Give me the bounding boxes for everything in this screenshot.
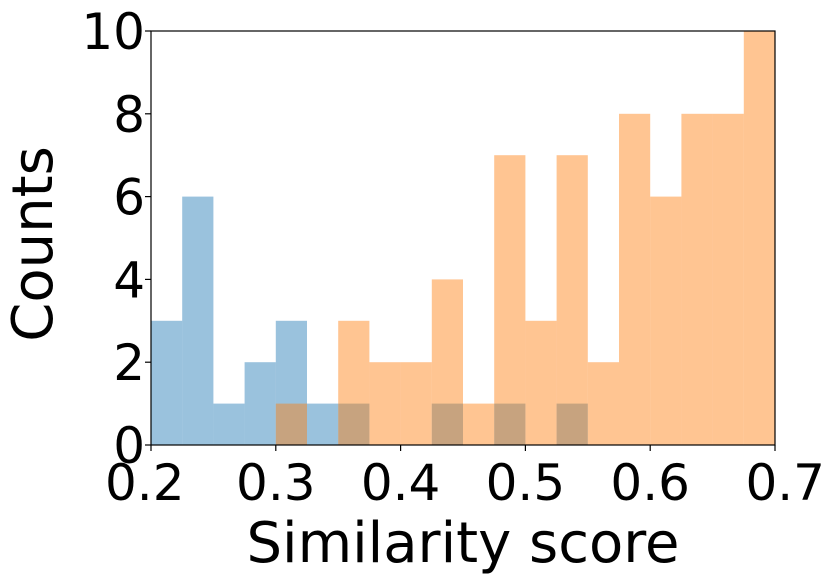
y-tick-label: 2 bbox=[113, 334, 145, 392]
histogram-bar-series2-1 bbox=[338, 320, 370, 445]
histogram-bar-series1-1 bbox=[182, 196, 214, 445]
histogram-bar-series1-3 bbox=[244, 362, 276, 445]
x-axis: 0.2 0.3 0.4 0.5 0.6 0.7 bbox=[105, 445, 825, 512]
histogram-bar-series2-2 bbox=[369, 362, 401, 445]
x-axis-title: Similarity score bbox=[246, 511, 679, 576]
histogram-bar-series1-2 bbox=[213, 403, 245, 445]
histogram-bar-series2-6 bbox=[494, 155, 526, 445]
histogram-bar-series2-8 bbox=[556, 155, 588, 445]
histogram-bar-series2-3 bbox=[400, 362, 432, 445]
histogram-bar-series1-7 bbox=[431, 403, 463, 445]
histogram-bar-series2-4 bbox=[431, 279, 463, 445]
histogram-bar-series2-0 bbox=[275, 403, 307, 445]
bars-layer bbox=[151, 31, 775, 446]
x-tick-label: 0.7 bbox=[745, 454, 825, 512]
x-tick-label: 0.2 bbox=[105, 454, 185, 512]
x-tick-label: 0.3 bbox=[236, 454, 316, 512]
histogram-bar-series2-7 bbox=[525, 320, 557, 445]
y-tick-label: 8 bbox=[113, 86, 145, 144]
histogram-bar-series2-13 bbox=[712, 113, 744, 446]
y-axis-title: Counts bbox=[1, 146, 66, 341]
histogram-bar-series1-8 bbox=[494, 403, 526, 445]
x-tick-label: 0.6 bbox=[610, 454, 690, 512]
histogram-bar-series2-11 bbox=[650, 196, 682, 445]
y-tick-label: 6 bbox=[113, 169, 145, 227]
histogram-bar-series2-10 bbox=[619, 113, 651, 446]
plot-frame bbox=[150, 30, 776, 446]
histogram-bar-series1-6 bbox=[338, 403, 370, 445]
y-axis: 0 2 4 6 8 10 bbox=[81, 3, 151, 475]
y-tick-label: 0 bbox=[113, 417, 145, 475]
histogram-bar-series2-14 bbox=[743, 31, 775, 445]
histogram-bar-series1-0 bbox=[151, 320, 183, 445]
x-tick-label: 0.4 bbox=[361, 454, 441, 512]
x-tick-label: 0.5 bbox=[486, 454, 566, 512]
histogram-bar-series1-4 bbox=[275, 320, 307, 445]
histogram-bar-series2-5 bbox=[463, 403, 495, 445]
histogram-bar-series2-12 bbox=[681, 113, 713, 446]
histogram-bar-series1-9 bbox=[556, 403, 588, 445]
histogram-bar-series1-5 bbox=[307, 403, 339, 445]
y-tick-label: 4 bbox=[113, 251, 145, 309]
histogram-bar-series2-9 bbox=[587, 362, 619, 445]
y-tick-label: 10 bbox=[81, 3, 145, 61]
